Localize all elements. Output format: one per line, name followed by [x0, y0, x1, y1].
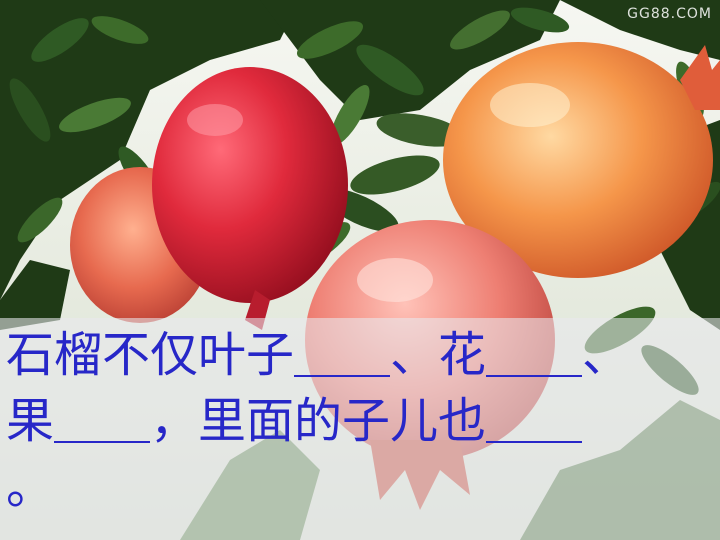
pomegranate-orange	[443, 42, 720, 278]
caption-line-1: 石榴不仅叶子＿＿、花＿＿、	[6, 327, 631, 383]
caption-line-3: 。	[6, 459, 55, 515]
watermark: GG88.COM	[627, 6, 712, 22]
fill-in-blank-caption: 石榴不仅叶子＿＿、花＿＿、 果＿＿，里面的子儿也＿＿ 。	[6, 322, 718, 520]
caption-panel	[0, 318, 720, 540]
caption-line-2: 果＿＿，里面的子儿也＿＿	[6, 393, 583, 449]
pomegranate-red	[152, 67, 348, 330]
